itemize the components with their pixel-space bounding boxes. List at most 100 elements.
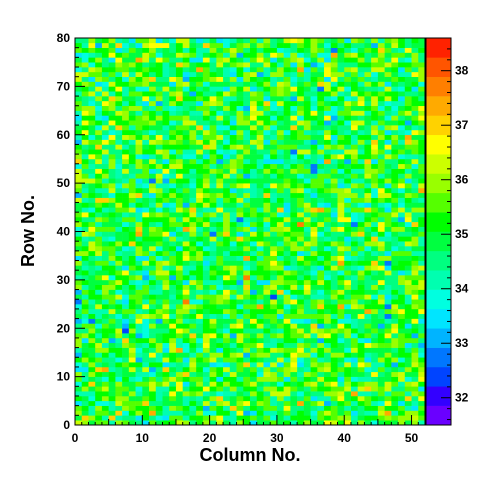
heatmap-cell [377,376,385,382]
heatmap-cell [364,250,372,256]
heatmap-cell [115,91,123,97]
heatmap-cell [290,91,298,97]
heatmap-cell [263,47,271,53]
heatmap-cell [243,67,251,73]
heatmap-cell [411,299,419,305]
heatmap-cell [310,212,318,218]
heatmap-cell [128,294,136,300]
heatmap-cell [371,265,379,271]
heatmap-cell [223,270,231,276]
heatmap-cell [128,279,136,286]
heatmap-cell [418,279,426,286]
heatmap-cell [236,255,244,261]
heatmap-cell [162,304,170,310]
heatmap-cell [250,337,258,344]
heatmap-cell [324,154,332,160]
heatmap-cell [149,129,157,136]
heatmap-cell [155,391,163,397]
heatmap-cell [149,149,157,155]
heatmap-cell [418,395,426,402]
heatmap-cell [357,376,365,382]
heatmap-cell [209,192,217,198]
heatmap-cell [95,347,103,353]
heatmap-cell [276,405,284,411]
heatmap-cell [270,328,278,334]
heatmap-cell [101,129,109,136]
heatmap-cell [162,260,170,266]
heatmap-cell [216,391,224,397]
heatmap-cell [216,299,224,305]
heatmap-cell [357,139,365,145]
heatmap-cell [196,86,204,92]
heatmap-cell [223,173,231,179]
heatmap-cell [115,120,123,126]
heatmap-cell [101,96,109,102]
heatmap-cell [310,333,318,339]
heatmap-cell [142,134,150,140]
heatmap-cell [270,362,278,368]
heatmap-cell [243,246,251,252]
heatmap-cell [175,362,183,368]
heatmap-cell [303,246,311,252]
heatmap-cell [115,284,123,290]
heatmap-cell [196,163,204,169]
heatmap-cell [75,415,83,421]
heatmap-cell [115,265,123,271]
heatmap-cell [236,260,244,266]
heatmap-cell [276,299,284,305]
heatmap-cell [297,71,305,77]
heatmap-cell [276,57,284,63]
heatmap-cell [250,246,258,252]
heatmap-cell [122,178,130,184]
heatmap-cell [149,313,157,319]
heatmap-cell [404,226,412,232]
heatmap-cell [169,226,177,232]
heatmap-cell [149,275,157,281]
heatmap-cell [391,318,399,324]
heatmap-cell [196,187,204,194]
heatmap-cell [276,134,284,140]
heatmap-cell [290,294,298,300]
heatmap-cell [377,299,385,305]
heatmap-cell [243,105,251,111]
heatmap-cell [135,308,143,315]
heatmap-cell [283,139,291,145]
heatmap-cell [189,47,197,53]
heatmap-cell [216,168,224,174]
heatmap-cell [337,71,345,77]
heatmap-cell [175,91,183,97]
heatmap-cell [95,52,103,58]
heatmap-cell [364,323,372,329]
heatmap-cell [196,279,204,286]
heatmap-cell [404,183,412,189]
heatmap-cell [229,42,237,48]
heatmap-cell [236,294,244,300]
heatmap-cell [404,71,412,77]
heatmap-cell [398,415,406,421]
heatmap-cell [101,52,109,58]
heatmap-cell [81,91,89,97]
heatmap-cell [122,192,130,198]
heatmap-cell [317,347,325,353]
heatmap-cell [162,347,170,353]
heatmap-cell [101,42,109,48]
heatmap-cell [350,105,358,111]
heatmap-cell [337,250,345,256]
heatmap-cell [189,91,197,97]
heatmap-cell [142,381,150,387]
heatmap-cell [115,129,123,136]
heatmap-cell [256,410,264,416]
heatmap-cell [364,144,372,150]
heatmap-cell [122,149,130,155]
heatmap-cell [350,352,358,358]
heatmap-cell [155,216,163,223]
heatmap-cell [162,144,170,150]
heatmap-cell [209,149,217,155]
heatmap-cell [384,100,392,107]
heatmap-cell [115,76,123,82]
heatmap-cell [283,308,291,315]
heatmap-cell [256,207,264,213]
heatmap-cell [223,289,231,295]
heatmap-cell [175,260,183,266]
heatmap-cell [418,371,426,377]
